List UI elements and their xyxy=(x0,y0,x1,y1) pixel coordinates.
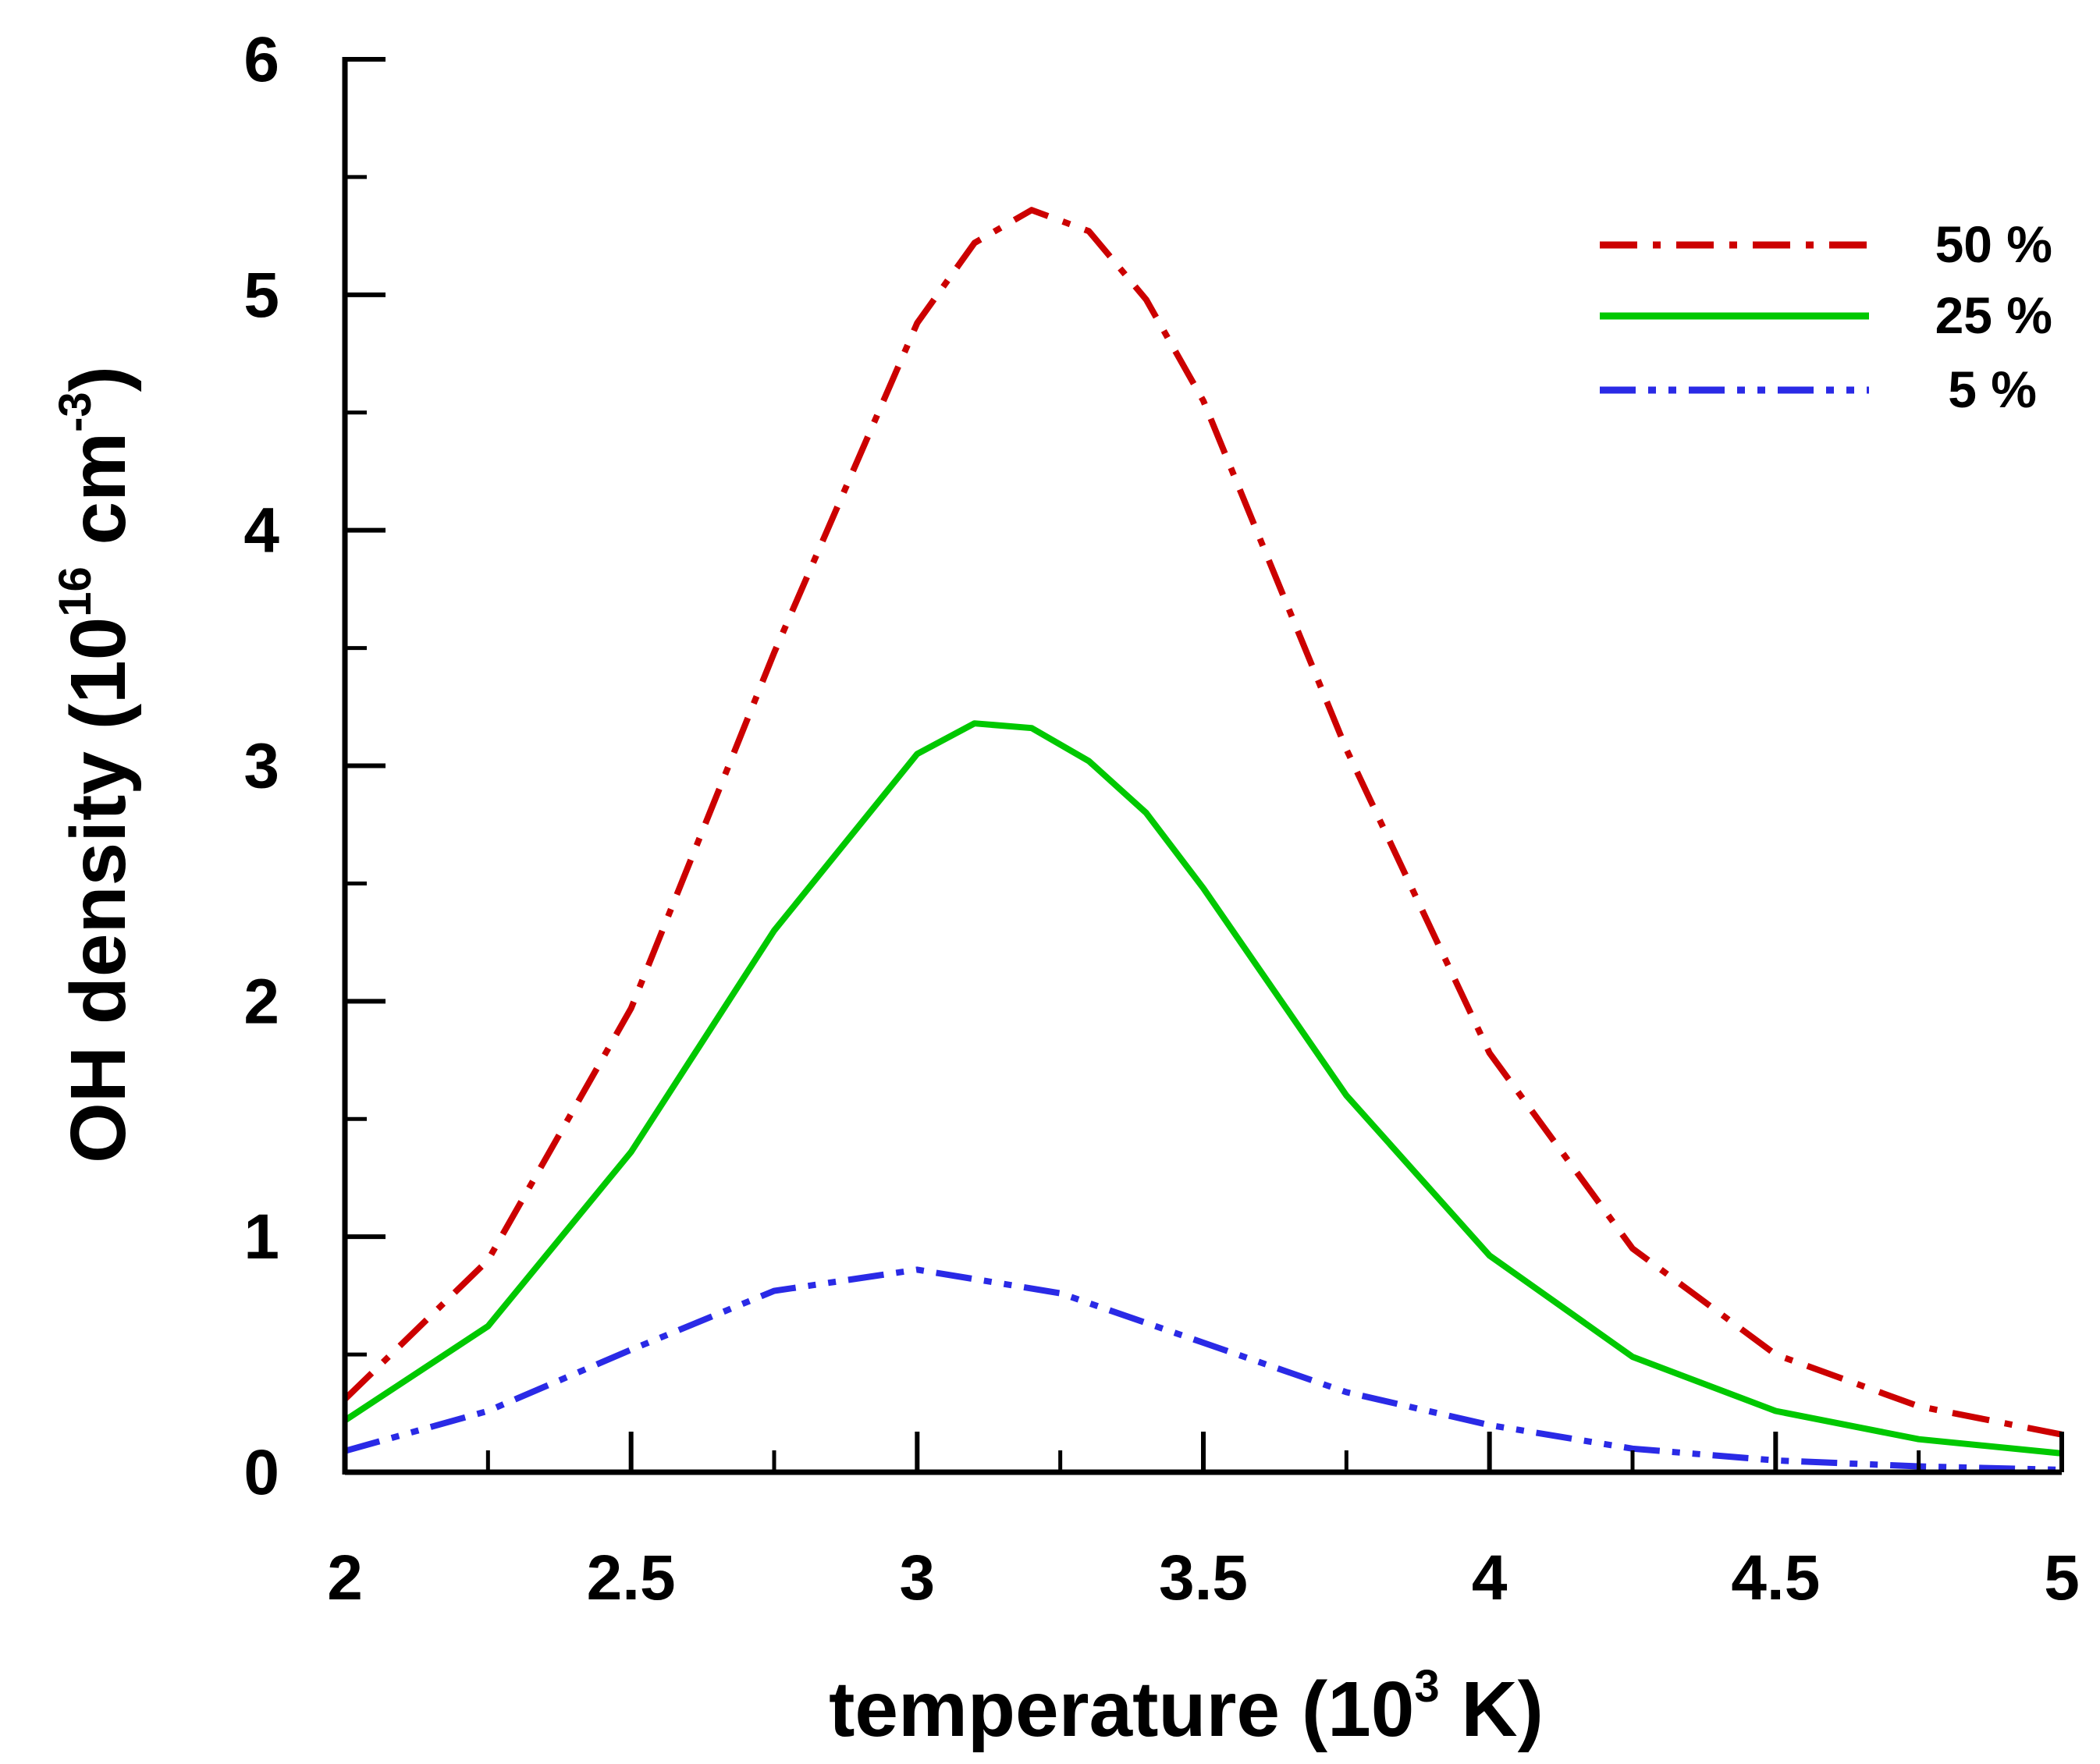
legend-label-50: 50 % xyxy=(1935,215,2052,273)
x-tick-label: 4 xyxy=(1472,1542,1508,1613)
x-tick-label: 3.5 xyxy=(1159,1542,1248,1613)
series-line-1 xyxy=(343,207,2063,1438)
y-axis-label-tail: ) xyxy=(55,366,142,392)
ticks-layer xyxy=(343,57,2064,1475)
axes-layer xyxy=(342,57,2062,1475)
x-tick-label: 3 xyxy=(900,1542,936,1613)
x-axis-label-tail: K) xyxy=(1440,1666,1544,1753)
y-tick-label: 3 xyxy=(243,731,279,802)
tick-label-layer: 0 1 2 3 4 5 6 2 2.5 3 3.5 4 4.5 5 xyxy=(243,24,2079,1613)
y-tick-label: 4 xyxy=(243,495,279,566)
y-axis-label: OH density (1016 cm-3) xyxy=(50,366,142,1163)
y-axis-label-sup2: -3 xyxy=(50,392,101,432)
legend-label-5: 5 % xyxy=(1948,360,2037,418)
x-axis-label: temperature (103 K) xyxy=(829,1661,1544,1753)
y-tick-label: 5 xyxy=(243,260,279,331)
series-layer xyxy=(343,207,2063,1473)
legend: 50 % 25 % 5 % xyxy=(1600,215,2052,418)
series-line-2 xyxy=(343,720,2063,1457)
x-axis-label-sup: 3 xyxy=(1414,1661,1439,1712)
x-tick-label: 4.5 xyxy=(1731,1542,1820,1613)
y-axis-label-main: OH density (10 xyxy=(55,617,142,1163)
series-line-3 xyxy=(343,1266,2063,1473)
y-tick-label: 0 xyxy=(243,1437,279,1508)
y-tick-label: 2 xyxy=(243,966,279,1037)
x-axis-label-main: temperature (10 xyxy=(829,1666,1414,1753)
y-axis-label-mid: cm xyxy=(55,432,142,566)
legend-label-25: 25 % xyxy=(1935,286,2052,344)
x-tick-label: 5 xyxy=(2044,1542,2080,1613)
x-tick-label: 2.5 xyxy=(587,1542,676,1613)
x-tick-label: 2 xyxy=(327,1542,363,1613)
y-tick-label: 6 xyxy=(243,24,279,95)
y-tick-label: 1 xyxy=(243,1201,279,1272)
y-axis-label-sup: 16 xyxy=(50,566,101,617)
